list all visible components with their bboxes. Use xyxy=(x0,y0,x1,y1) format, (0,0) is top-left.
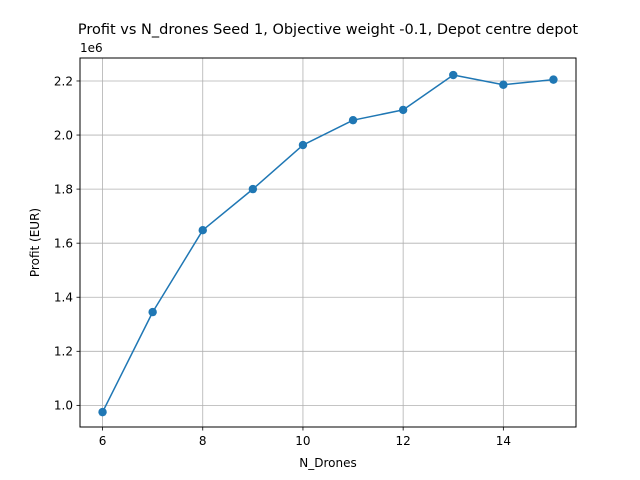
y-axis-label: Profit (EUR) xyxy=(28,208,42,277)
data-point xyxy=(499,80,508,89)
x-tick-label: 6 xyxy=(99,434,107,448)
x-tick-label: 8 xyxy=(199,434,207,448)
data-point xyxy=(198,226,207,235)
axis-tick-labels: 6 8 10 12 14 1.0 1.2 1.4 1.6 1.8 2.0 2.2 xyxy=(54,74,511,448)
y-tick-label: 1.6 xyxy=(54,236,73,250)
y-tick-label: 1.4 xyxy=(54,291,73,305)
chart-title: Profit vs N_drones Seed 1, Objective wei… xyxy=(78,22,579,38)
data-point xyxy=(248,184,258,194)
x-axis-label: N_Drones xyxy=(299,456,356,470)
axis-ticks xyxy=(76,80,504,431)
y-tick-label: 2.0 xyxy=(54,128,73,142)
y-tick-label: 2.2 xyxy=(54,74,73,88)
series-layer xyxy=(98,70,558,417)
data-point xyxy=(298,140,308,150)
x-tick-label: 14 xyxy=(496,434,511,448)
y-tick-label: 1.2 xyxy=(54,345,73,359)
x-tick-label: 10 xyxy=(295,434,310,448)
y-tick-label: 1.8 xyxy=(54,182,73,196)
y-tick-label: 1.0 xyxy=(54,399,73,413)
data-point xyxy=(348,115,358,125)
y-axis-offset-label: 1e6 xyxy=(80,41,103,55)
x-tick-label: 12 xyxy=(396,434,411,448)
data-point xyxy=(398,105,408,115)
grid-lines xyxy=(80,58,576,427)
plot-frame xyxy=(79,57,577,428)
data-point xyxy=(449,70,458,80)
data-point xyxy=(549,75,558,84)
data-point xyxy=(98,407,107,417)
series-line xyxy=(101,74,554,413)
data-point xyxy=(148,307,157,317)
